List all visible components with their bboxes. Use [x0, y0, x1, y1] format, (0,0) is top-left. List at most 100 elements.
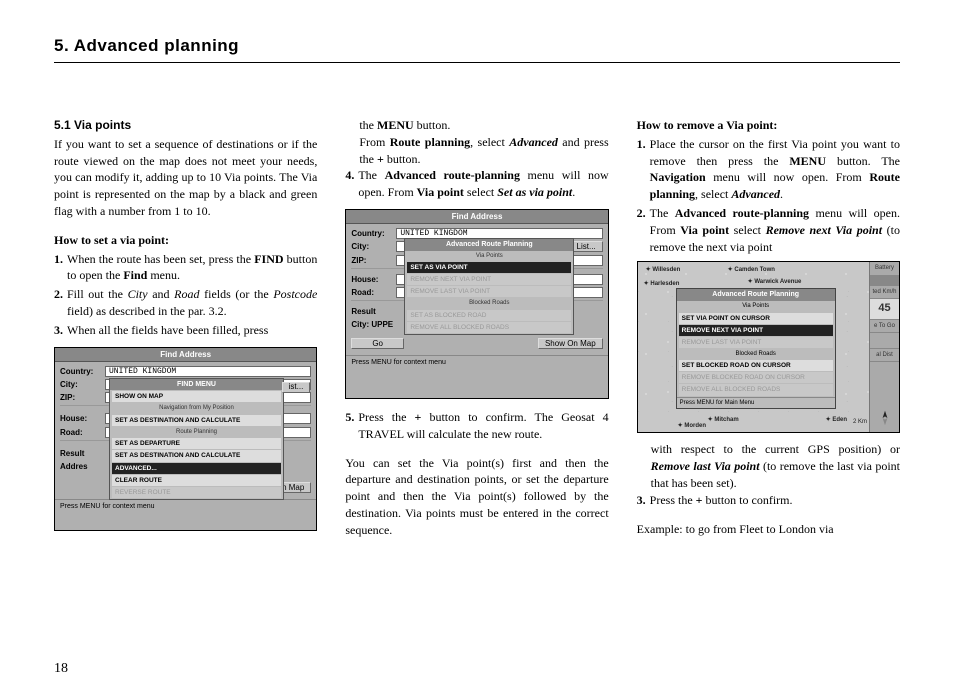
step-number: 2.	[54, 286, 63, 320]
city-label: City:	[60, 379, 102, 390]
speed-value: 45	[870, 299, 899, 319]
page-number: 18	[54, 661, 68, 677]
menu-item[interactable]: CLEAR ROUTE	[112, 475, 281, 486]
step-text: When the route has been set, press the F…	[67, 251, 317, 285]
set-steps-cont2: 5. Press the + button to confirm. The Ge…	[345, 409, 608, 443]
map-screenshot: ✦ Willesden ✦ Harlesden ✦ Camden Town ✦ …	[637, 261, 900, 433]
map-sidebar: Battery ted Km/h 45 e To Go al Dist	[869, 262, 899, 432]
menu-section: Blocked Roads	[677, 349, 835, 359]
zip-label: ZIP:	[351, 255, 393, 266]
map-place-label: ✦ Warwick Avenue	[748, 278, 802, 286]
menu-item-disabled: REMOVE NEXT VIA POINT	[407, 274, 571, 285]
menu-item[interactable]: SET AS DESTINATION AND CALCULATE	[112, 415, 281, 426]
battery-label: Battery	[870, 262, 899, 275]
go-button[interactable]: Go	[351, 338, 404, 349]
menu-header: Advanced Route Planning	[405, 239, 573, 251]
map-place-label: ✦ Morden	[678, 422, 706, 430]
road-label: Road:	[60, 427, 102, 438]
step-text: The Advanced route-planning menu will no…	[358, 167, 608, 201]
menu-item[interactable]: SET AS DEPARTURE	[112, 438, 281, 449]
step-number: 5.	[345, 409, 354, 443]
chapter-title: 5. Advanced planning	[54, 36, 900, 63]
show-on-map-button[interactable]: Show On Map	[538, 338, 603, 349]
result-label: Result	[60, 448, 102, 459]
list-button[interactable]: List...	[570, 241, 603, 252]
house-label: House:	[60, 413, 102, 424]
menu-header: Advanced Route Planning	[677, 289, 835, 301]
city-label: City:	[351, 241, 393, 252]
continuation-text: with respect to the current GPS position…	[637, 441, 900, 491]
set-steps-cont: 4. The Advanced route-planning menu will…	[345, 167, 608, 201]
step-number: 3.	[637, 492, 646, 509]
advanced-route-menu-popup: Advanced Route Planning Via Points SET A…	[404, 238, 574, 335]
menu-item-disabled: REMOVE LAST VIA POINT	[679, 337, 833, 348]
country-label: Country:	[60, 366, 102, 377]
result-label: Result	[351, 306, 393, 317]
city-uppe-label: City: UPPE	[351, 319, 393, 330]
dialog-title: Find Address	[55, 348, 316, 362]
column-1: 5.1 Via points If you want to set a sequ…	[54, 117, 317, 551]
step-text: When all the fields have been filled, pr…	[67, 322, 317, 339]
step-text: Place the cursor on the first Via point …	[650, 136, 900, 203]
dist-label: al Dist	[870, 349, 899, 362]
menu-section: Via Points	[405, 251, 573, 261]
map-place-label: ✦ Mitcham	[708, 416, 739, 424]
content-columns: 5.1 Via points If you want to set a sequ…	[54, 117, 900, 551]
howto-set-heading: How to set a via point:	[54, 232, 317, 249]
step-number: 2.	[637, 205, 646, 255]
house-label: House:	[351, 274, 393, 285]
map-place-label: ✦ Willesden	[646, 266, 681, 274]
dialog-title: Find Address	[346, 210, 607, 224]
example-paragraph: Example: to go from Fleet to London via	[637, 521, 900, 538]
menu-item-selected[interactable]: ADVANCED...	[112, 463, 281, 474]
tail-paragraph: You can set the Via point(s) first and t…	[345, 455, 608, 539]
menu-item-selected[interactable]: REMOVE NEXT VIA POINT	[679, 325, 833, 336]
menu-item-disabled: REMOVE LAST VIA POINT	[407, 286, 571, 297]
country-input[interactable]: UNITED KINGDOM	[105, 366, 311, 377]
step-text: Press the + button to confirm.	[650, 492, 900, 509]
step-text: The Advanced route-planning menu will op…	[650, 205, 900, 255]
menu-item-selected[interactable]: SET AS VIA POINT	[407, 262, 571, 273]
menu-section: Blocked Roads	[405, 298, 573, 308]
menu-header: FIND MENU	[110, 379, 283, 391]
map-scale: 2 Km	[853, 418, 867, 426]
menu-section: Via Points	[677, 301, 835, 311]
find-menu-popup: FIND MENU SHOW ON MAPNavigation from My …	[109, 378, 284, 500]
menu-item[interactable]: SET AS DESTINATION AND CALCULATE	[112, 450, 281, 461]
howto-remove-heading: How to remove a Via point:	[637, 117, 900, 134]
step-text: Fill out the City and Road fields (or th…	[67, 286, 317, 320]
intro-paragraph: If you want to set a sequence of destina…	[54, 136, 317, 220]
menu-item-disabled: REMOVE BLOCKED ROAD ON CURSOR	[679, 372, 833, 383]
find-address-screenshot-2: Find Address Country: UNITED KINGDOM Cit…	[345, 209, 608, 399]
step-number: 3.	[54, 322, 63, 339]
battery-icon	[870, 276, 899, 286]
menu-item[interactable]: SHOW ON MAP	[112, 391, 281, 402]
dialog-footer: Press MENU for context menu	[55, 499, 316, 514]
find-address-screenshot-1: Find Address Country: UNITED KINGDOM Cit…	[54, 347, 317, 531]
column-3: How to remove a Via point: 1. Place the …	[637, 117, 900, 551]
remove-steps: 1. Place the cursor on the first Via poi…	[637, 136, 900, 256]
zip-label: ZIP:	[60, 392, 102, 403]
section-title: 5.1 Via points	[54, 117, 317, 134]
menu-item-disabled: REMOVE ALL BLOCKED ROADS	[679, 384, 833, 395]
dialog-footer: Press MENU for context menu	[346, 355, 607, 370]
menu-section: Route Planning	[110, 427, 283, 437]
road-label: Road:	[351, 287, 393, 298]
continuation-text: the MENU button. From Route planning, se…	[345, 117, 608, 167]
addres-label: Addres	[60, 461, 102, 472]
step-number: 4.	[345, 167, 354, 201]
speed-label: ted Km/h	[870, 286, 899, 299]
map-place-label: ✦ Eden	[826, 416, 847, 424]
menu-item-disabled: SET AS BLOCKED ROAD	[407, 310, 571, 321]
spacer	[870, 333, 899, 349]
list-button[interactable]: ist...	[282, 382, 311, 393]
map-place-label: ✦ Camden Town	[728, 266, 775, 274]
menu-footer: Press MENU for Main Menu	[677, 397, 835, 408]
set-steps: 1. When the route has been set, press th…	[54, 251, 317, 339]
country-label: Country:	[351, 228, 393, 239]
step-number: 1.	[637, 136, 646, 203]
compass-icon	[877, 410, 893, 426]
menu-item[interactable]: SET VIA POINT ON CURSOR	[679, 313, 833, 324]
remove-steps-cont: 3. Press the + button to confirm.	[637, 492, 900, 509]
menu-item[interactable]: SET BLOCKED ROAD ON CURSOR	[679, 360, 833, 371]
